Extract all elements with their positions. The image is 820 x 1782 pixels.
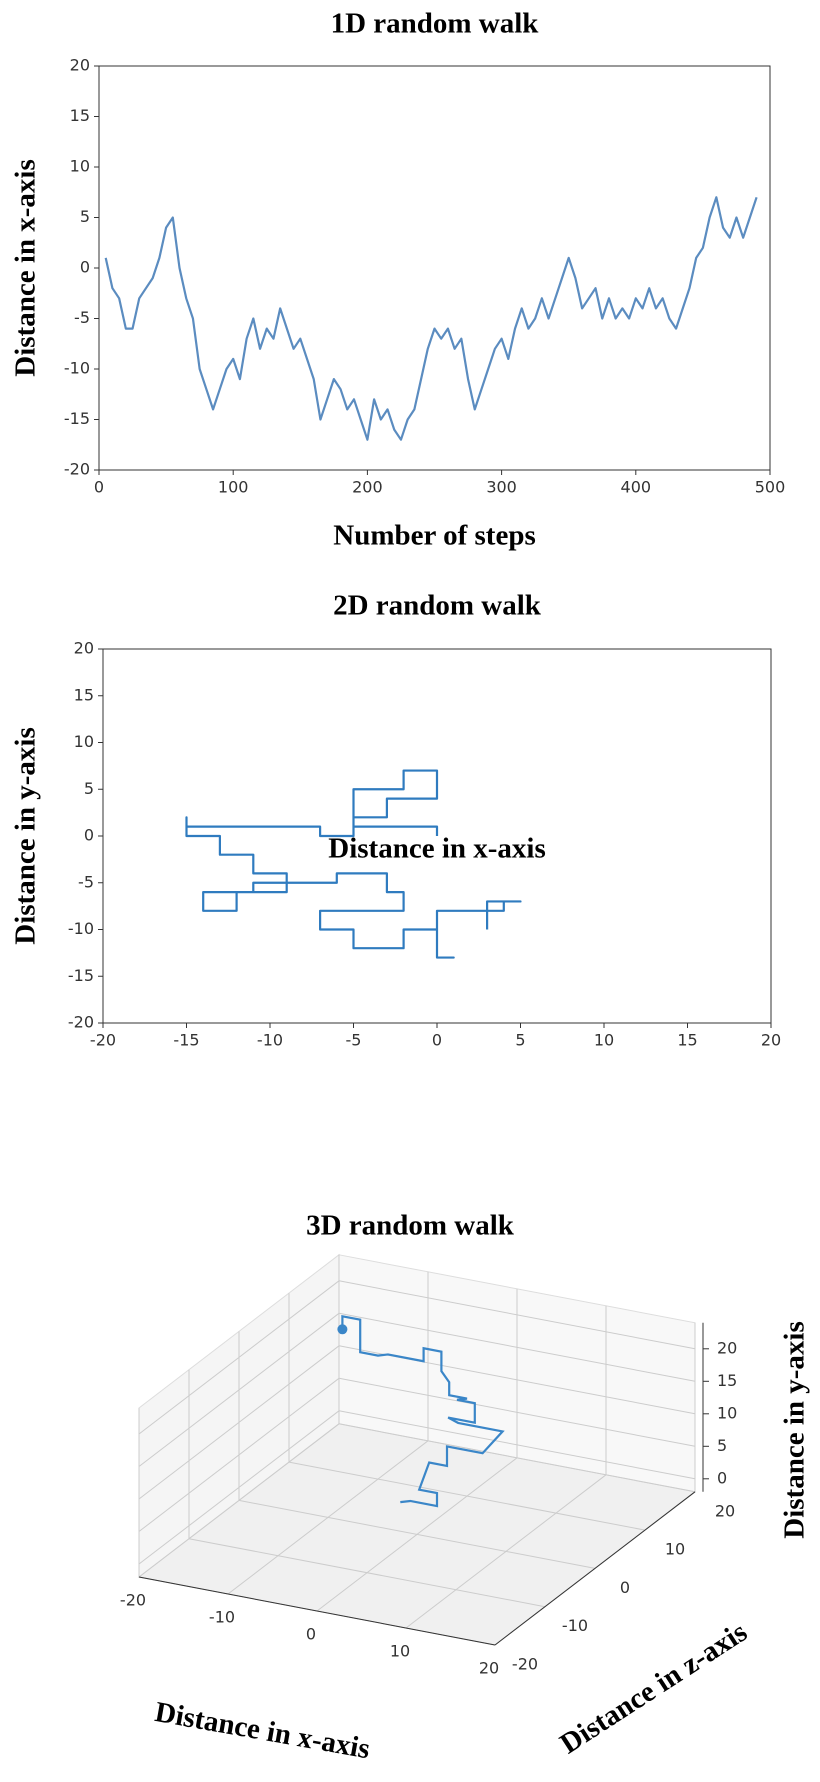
grid-line — [288, 1461, 646, 1531]
x-tick-label: -10 — [257, 1031, 283, 1050]
plot-frame — [102, 648, 772, 1024]
y-tick-label: 15 — [717, 1371, 737, 1390]
y-tick-label: -5 — [74, 308, 90, 327]
y-tick-label: 15 — [70, 106, 90, 125]
y-tick-label: 20 — [70, 56, 90, 75]
grid-line — [238, 1499, 596, 1569]
grid-line — [338, 1423, 696, 1493]
x-tick-label: 300 — [486, 478, 517, 497]
x-tick-label: 200 — [352, 478, 383, 497]
grid-line — [138, 1410, 340, 1565]
z-axis-label: Distance in z-axis — [554, 1616, 752, 1760]
y-tick-label: -10 — [68, 919, 94, 938]
grid-line — [338, 1280, 696, 1350]
x-tick-label: 15 — [677, 1031, 697, 1050]
walk-line — [341, 1314, 505, 1508]
walk-line — [104, 196, 758, 441]
x-tick-label: 100 — [218, 478, 249, 497]
chart-title: 1D random walk — [331, 8, 540, 40]
z-tick-label: -10 — [562, 1616, 588, 1635]
x-tick-label: 20 — [479, 1659, 499, 1678]
x-tick-label: -10 — [209, 1608, 235, 1627]
z-tick-label: 20 — [715, 1501, 735, 1520]
grid-line — [138, 1280, 340, 1435]
y-tick-label: 20 — [74, 639, 94, 658]
x-tick-label: 0 — [306, 1625, 316, 1644]
x-tick-label: 20 — [761, 1031, 781, 1050]
x-axis-label: Distance in x-axis — [153, 1696, 373, 1765]
plot-frame — [98, 65, 771, 471]
x-axis-line — [138, 1576, 496, 1646]
x-tick-label: -20 — [90, 1031, 116, 1050]
x-tick-label: -20 — [120, 1591, 146, 1610]
x-tick-label: 5 — [515, 1031, 525, 1050]
y-tick-label: -15 — [68, 966, 94, 985]
grid-line — [138, 1312, 340, 1467]
y-tick-label: -5 — [78, 872, 94, 891]
z-tick-label: -20 — [512, 1655, 538, 1674]
y-tick-label: 0 — [84, 826, 94, 845]
x-tick-label: 0 — [432, 1031, 442, 1050]
y-tick-label: 20 — [717, 1338, 737, 1357]
y-tick-label: 5 — [84, 779, 94, 798]
grid-line — [338, 1410, 696, 1480]
x-tick-label: 10 — [594, 1031, 614, 1050]
y-tick-label: 10 — [717, 1403, 737, 1422]
x-tick-label: 0 — [94, 478, 104, 497]
grid-line — [138, 1345, 340, 1500]
y-axis-label: Distance in y-axis — [779, 1321, 811, 1539]
x-tick-label: -15 — [173, 1031, 199, 1050]
z-tick-label: 10 — [665, 1540, 685, 1559]
y-tick-label: 0 — [717, 1468, 727, 1487]
y-tick-label: -20 — [64, 460, 90, 479]
y-tick-label: -20 — [68, 1013, 94, 1032]
x-tick-label: -5 — [346, 1031, 362, 1050]
y-tick-label: 10 — [70, 157, 90, 176]
y-axis-label: Distance in y-axis — [10, 727, 42, 945]
y-tick-label: 5 — [80, 207, 90, 226]
chart-title: 3D random walk — [306, 1210, 515, 1242]
x-tick-label: 10 — [390, 1642, 410, 1661]
z-axis-line — [494, 1491, 696, 1646]
start-marker — [337, 1324, 348, 1335]
y-tick-label: -10 — [64, 359, 90, 378]
y-tick-label: 10 — [74, 732, 94, 751]
x-tick-label: 500 — [755, 478, 786, 497]
chart-title: 2D random walk — [333, 590, 542, 622]
y-tick-label: 15 — [74, 685, 94, 704]
z-tick-label: 0 — [620, 1578, 630, 1597]
x-axis-label: Number of steps — [333, 520, 535, 552]
y-tick-label: 0 — [80, 258, 90, 277]
y-axis-label: Distance in x-axis — [10, 159, 42, 377]
y-tick-label: -15 — [64, 409, 90, 428]
grid-line — [138, 1377, 340, 1532]
grid-line — [338, 1377, 696, 1447]
grid-line — [188, 1538, 546, 1608]
walk-line — [185, 769, 522, 959]
grid-line — [338, 1312, 696, 1382]
x-axis-label: Distance in x-axis — [328, 833, 546, 865]
x-tick-label: 400 — [621, 478, 652, 497]
y-tick-label: 5 — [717, 1436, 727, 1455]
